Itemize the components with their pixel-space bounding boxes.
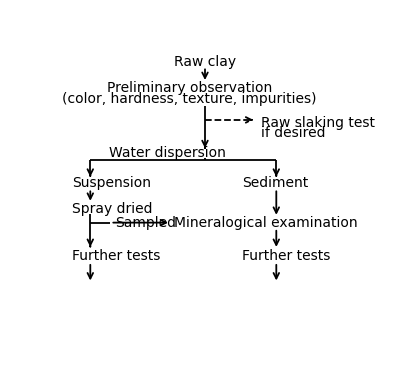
Text: Further tests: Further tests xyxy=(72,249,160,263)
Text: Further tests: Further tests xyxy=(242,249,330,263)
Text: Mineralogical examination: Mineralogical examination xyxy=(174,216,358,230)
Text: Sampled: Sampled xyxy=(115,216,176,230)
Text: Suspension: Suspension xyxy=(72,175,151,190)
Text: Spray dried: Spray dried xyxy=(72,202,152,216)
Text: Raw slaking test: Raw slaking test xyxy=(261,116,375,130)
Text: if desired: if desired xyxy=(261,126,325,140)
Text: Sediment: Sediment xyxy=(242,175,308,190)
Text: Raw clay: Raw clay xyxy=(174,55,236,69)
Text: (color, hardness, texture, impurities): (color, hardness, texture, impurities) xyxy=(62,92,317,106)
Text: Preliminary observation: Preliminary observation xyxy=(107,81,272,95)
Text: Water dispersion: Water dispersion xyxy=(109,146,226,160)
